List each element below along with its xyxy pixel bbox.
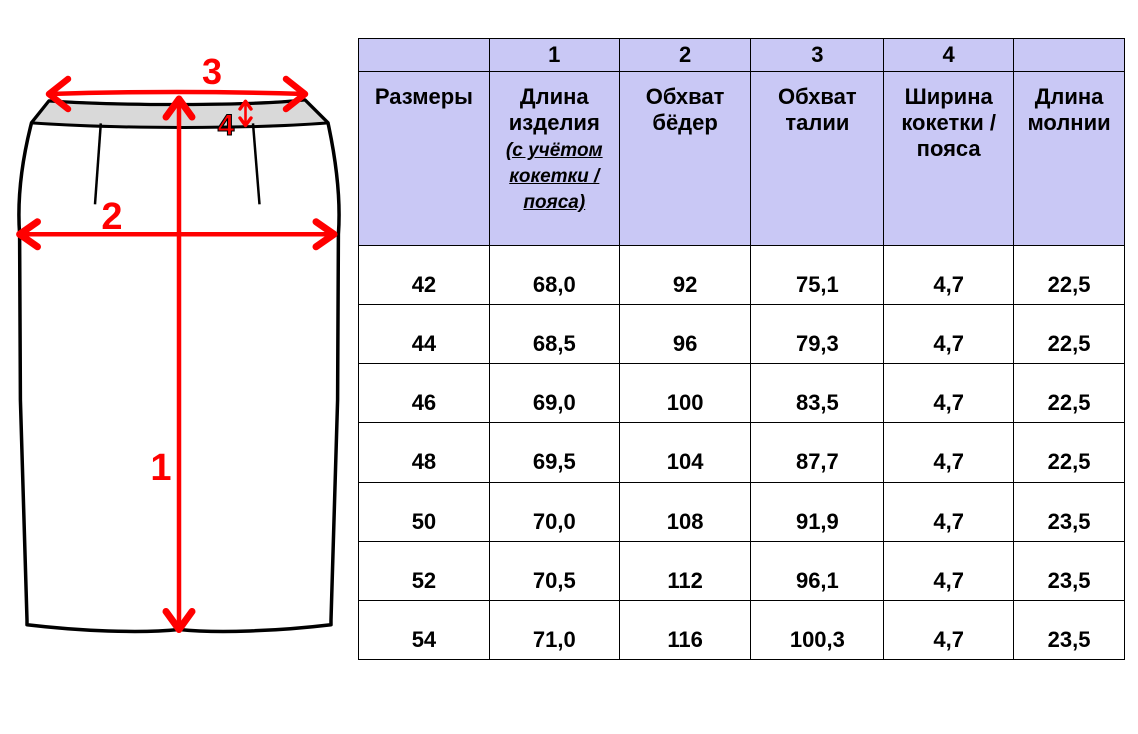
svg-text:2: 2 xyxy=(101,196,122,238)
svg-text:1: 1 xyxy=(150,447,171,489)
svg-text:3: 3 xyxy=(202,51,222,92)
svg-text:4: 4 xyxy=(218,109,235,142)
